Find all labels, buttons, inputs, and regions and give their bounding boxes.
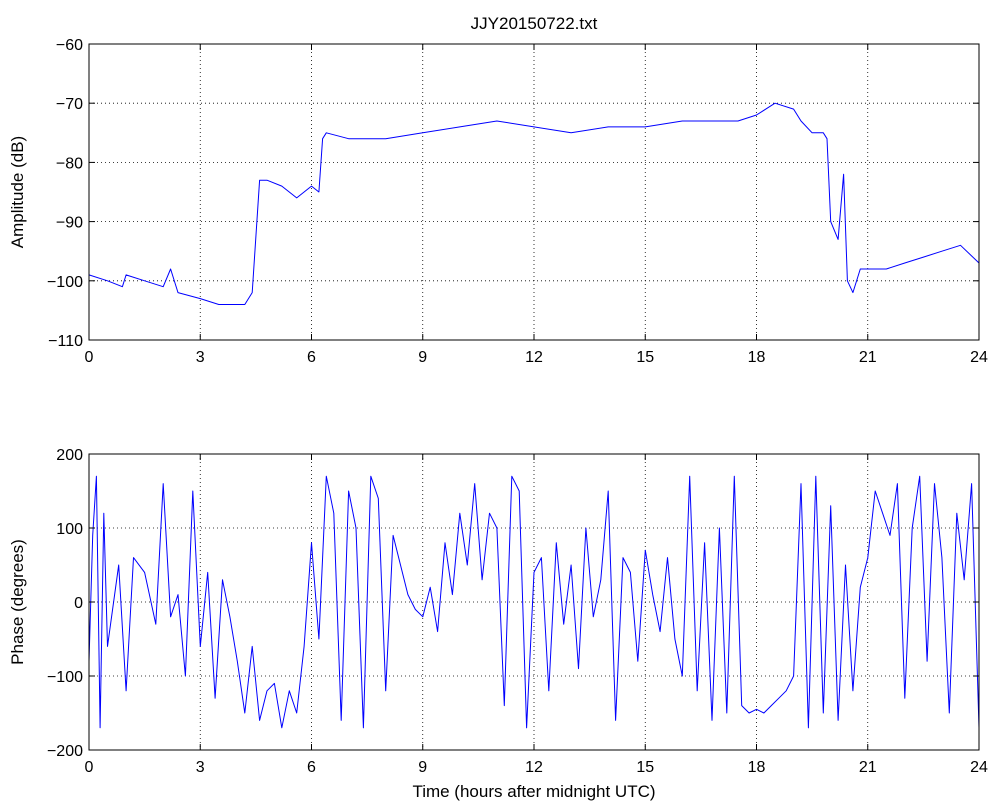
- phase-xtick-label: 3: [196, 759, 205, 776]
- amplitude-xtick-label: 3: [196, 349, 205, 366]
- phase-xtick-label: 21: [859, 759, 877, 776]
- amplitude-xtick-label: 18: [748, 349, 766, 366]
- phase-xtick-label: 18: [748, 759, 766, 776]
- amplitude-series-line: [88, 102, 980, 305]
- amplitude-ylabel: Amplitude (dB): [8, 136, 27, 248]
- phase-ytick-label: −100: [47, 669, 83, 686]
- phase-xtick-label: 9: [418, 759, 427, 776]
- amplitude-ytick-label: −70: [56, 96, 83, 113]
- amplitude-xtick-label: 0: [85, 349, 94, 366]
- phase-xtick-label: 12: [525, 759, 543, 776]
- amplitude-xtick-label: 24: [970, 349, 988, 366]
- phase-series-line: [88, 475, 980, 729]
- phase-ytick-label: −200: [47, 743, 83, 760]
- amplitude-ytick-label: −100: [47, 274, 83, 291]
- phase-xtick-label: 6: [307, 759, 316, 776]
- phase-xlabel: Time (hours after midnight UTC): [412, 782, 655, 801]
- phase-ytick-label: 200: [56, 447, 83, 464]
- amplitude-xtick-label: 6: [307, 349, 316, 366]
- phase-xtick-label: 15: [636, 759, 654, 776]
- amplitude-xtick-label: 15: [636, 349, 654, 366]
- amplitude-panel: 0 3 6 9 12 15 18 21 24 −110 −100 −90 −80 −70 −60: [47, 37, 988, 366]
- amplitude-xtick-label: 12: [525, 349, 543, 366]
- phase-ytick-label: 100: [56, 521, 83, 538]
- amplitude-ytick-label: −80: [56, 155, 83, 172]
- amplitude-ytick-label: −90: [56, 215, 83, 232]
- phase-xtick-label: 0: [85, 759, 94, 776]
- phase-panel: 0 3 6 9 12 15 18 21 24 −200 −100 0 100 200: [47, 447, 988, 776]
- figure-title: JJY20150722.txt: [471, 14, 598, 33]
- phase-xtick-label: 24: [970, 759, 988, 776]
- amplitude-xtick-label: 9: [418, 349, 427, 366]
- amplitude-xtick-label: 21: [859, 349, 877, 366]
- amplitude-ytick-label: −110: [48, 333, 83, 350]
- amplitude-ytick-label: −60: [56, 37, 83, 54]
- phase-ylabel: Phase (degrees): [8, 539, 27, 665]
- phase-ytick-label: 0: [74, 595, 83, 612]
